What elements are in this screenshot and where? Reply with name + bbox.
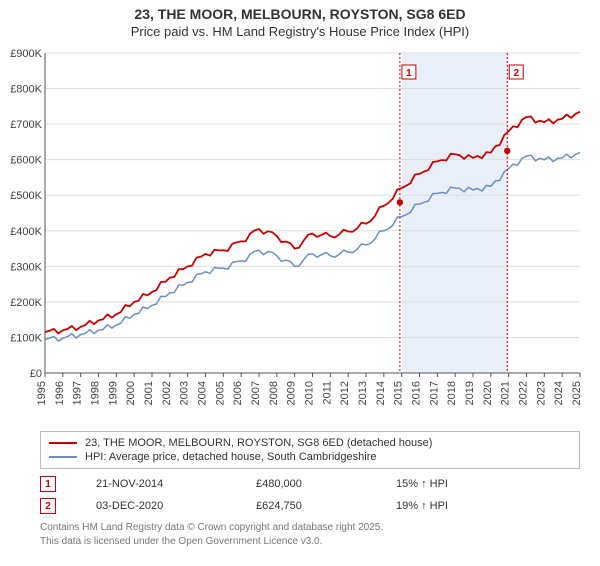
x-tick-label: 1998 [90,381,102,405]
x-tick-label: 2001 [143,381,155,405]
legend-item: HPI: Average price, detached house, Sout… [49,450,571,464]
x-tick-label: 1997 [72,381,84,405]
x-tick-label: 2008 [268,381,280,405]
x-tick-label: 2022 [518,381,530,405]
x-tick-label: 2025 [571,381,583,405]
x-tick-label: 2000 [125,381,137,405]
transaction-date: 21-NOV-2014 [96,478,216,490]
x-tick-label: 2021 [500,381,512,405]
transaction-row: 1 21-NOV-2014 £480,000 15% ↑ HPI [40,473,580,495]
x-tick-label: 2023 [535,381,547,405]
y-tick-label: £200K [10,297,42,309]
x-tick-label: 2018 [446,381,458,405]
x-tick-label: 2024 [553,381,565,405]
x-tick-label: 2014 [375,381,387,405]
chart-area: £0 £100K £200K £300K £400K £500K £600K £700K £80… [5,43,595,423]
y-tick-label: £900K [10,48,42,60]
chart-subtitle: Price paid vs. HM Land Registry's House … [0,24,600,39]
transactions-table: 1 21-NOV-2014 £480,000 15% ↑ HPI 2 03-DEC-202… [40,473,580,517]
y-tick-label: £100K [10,332,42,344]
legend-label: 23, THE MOOR, MELBOURN, ROYSTON, SG8 6ED… [85,437,432,449]
chart-title: 23, THE MOOR, MELBOURN, ROYSTON, SG8 6ED [0,6,600,22]
transaction-marker: 2 [40,498,56,514]
x-tick-label: 2013 [357,381,369,405]
legend-label: HPI: Average price, detached house, Sout… [85,451,376,463]
shaded-region [402,53,509,373]
line-chart: £0 £100K £200K £300K £400K £500K £600K £700K £80… [5,43,595,423]
y-tick-label: £800K [10,84,42,96]
legend-swatch [49,456,77,458]
transaction-price: £624,750 [256,500,356,512]
legend-item: 23, THE MOOR, MELBOURN, ROYSTON, SG8 6ED… [49,436,571,450]
footer-line-2: This data is licensed under the Open Gov… [40,535,580,549]
x-tick-label: 1995 [36,381,48,405]
x-tick-label: 2010 [304,381,316,405]
footer-attribution: Contains HM Land Registry data © Crown c… [40,521,580,548]
marker-dot [397,199,403,205]
x-tick-label: 2016 [411,381,423,405]
x-tick-label: 2004 [197,381,209,405]
marker-dot [504,148,510,154]
x-tick-label: 2019 [464,381,476,405]
transaction-marker: 1 [40,476,56,492]
transaction-date: 03-DEC-2020 [96,500,216,512]
transaction-delta: 15% ↑ HPI [396,478,496,490]
legend-swatch [49,442,77,444]
transaction-delta: 19% ↑ HPI [396,500,496,512]
x-tick-label: 2020 [482,381,494,405]
marker-flag-label: 1 [406,68,412,79]
x-tick-label: 2002 [161,381,173,405]
legend: 23, THE MOOR, MELBOURN, ROYSTON, SG8 6ED… [40,431,580,469]
x-tick-label: 2007 [250,381,262,405]
marker-flag-label: 2 [513,68,519,79]
x-tick-label: 2012 [339,381,351,405]
x-tick-label: 2009 [286,381,298,405]
x-tick-label: 1999 [107,381,119,405]
transaction-price: £480,000 [256,478,356,490]
x-tick-label: 2005 [214,381,226,405]
x-tick-label: 1996 [54,381,66,405]
x-tick-label: 2006 [232,381,244,405]
x-tick-label: 2015 [393,381,405,405]
y-tick-label: £700K [10,119,42,131]
footer-line-1: Contains HM Land Registry data © Crown c… [40,521,580,535]
transaction-row: 2 03-DEC-2020 £624,750 19% ↑ HPI [40,495,580,517]
y-tick-label: £600K [10,155,42,167]
y-tick-label: £400K [10,226,42,238]
x-tick-label: 2003 [179,381,191,405]
y-tick-label: £500K [10,190,42,202]
x-tick-label: 2011 [321,381,333,405]
y-tick-label: £300K [10,261,42,273]
y-tick-label: £0 [30,368,42,380]
x-tick-label: 2017 [428,381,440,405]
